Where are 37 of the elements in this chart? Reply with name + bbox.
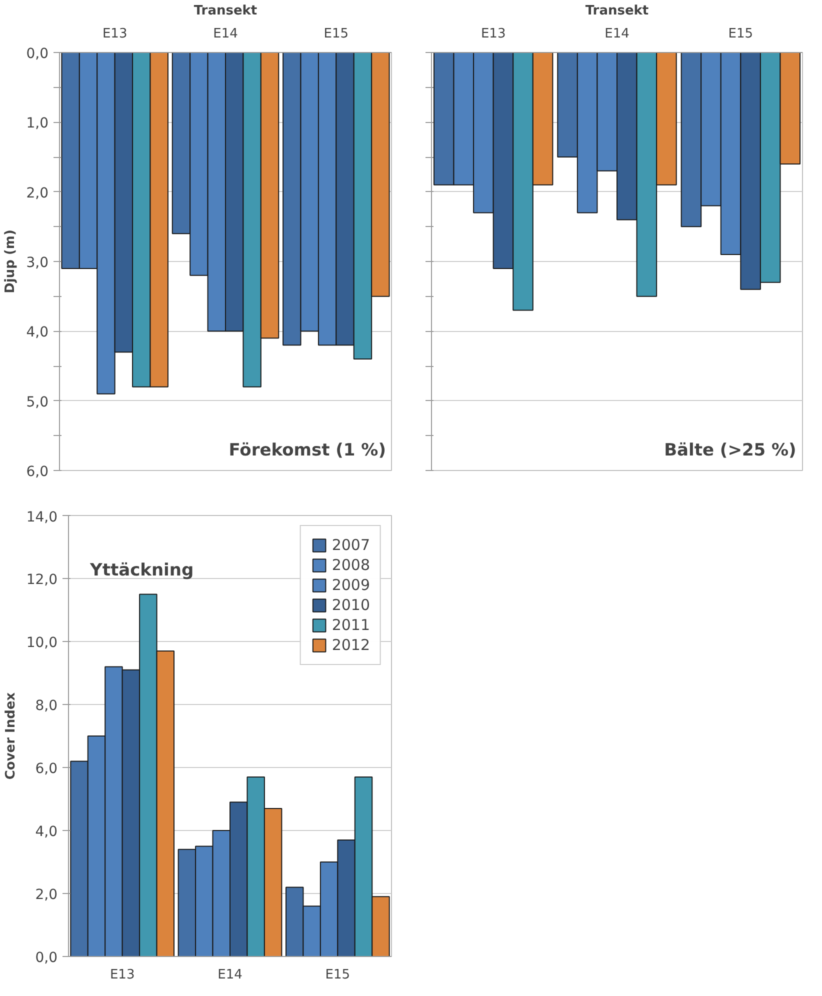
- y-tick-label: 4,0: [35, 824, 58, 840]
- legend-label: 2007: [332, 536, 370, 554]
- x-axis-title: Transekt: [585, 4, 649, 18]
- legend-label: 2009: [332, 576, 370, 594]
- x-axis-title: Transekt: [194, 4, 258, 18]
- legend-label: 2011: [332, 616, 370, 634]
- y-tick-label: 14,0: [26, 510, 58, 526]
- x-tick-label: E15: [325, 968, 350, 982]
- y-axis-title: Cover Index: [3, 692, 18, 780]
- text: Yttäckning: [89, 560, 194, 580]
- y-tick-label: 5,0: [26, 394, 48, 410]
- x-tick-label: E13: [102, 26, 128, 42]
- y-tick-label: 8,0: [35, 698, 58, 714]
- x-tick-label: E15: [324, 26, 349, 42]
- legend-label: 2010: [332, 596, 370, 614]
- x-tick-label: E13: [480, 26, 506, 42]
- y-tick-label: 2,0: [26, 185, 48, 202]
- legend-label: 2012: [332, 636, 370, 654]
- y-tick-label: 6,0: [26, 464, 48, 480]
- legend-label: 2008: [332, 556, 370, 574]
- y-tick-label: 6,0: [35, 761, 58, 777]
- x-tick-label: E15: [728, 26, 754, 42]
- y-tick-label: 0,0: [26, 46, 48, 62]
- x-tick-label: E14: [213, 26, 238, 42]
- y-tick-label: 3,0: [26, 255, 48, 271]
- y-axis-title: Djup (m): [3, 230, 18, 294]
- y-tick-label: 2,0: [35, 887, 58, 903]
- text: Bälte (>25 %): [664, 440, 796, 460]
- y-tick-label: 10,0: [26, 635, 58, 651]
- y-tick-label: 0,0: [35, 950, 58, 966]
- y-tick-label: 4,0: [26, 324, 48, 341]
- y-tick-label: 1,0: [26, 116, 48, 132]
- y-tick-label: 12,0: [26, 572, 58, 588]
- text: Förekomst (1 %): [228, 440, 386, 460]
- x-tick-label: E14: [604, 26, 630, 42]
- x-tick-label: E14: [218, 968, 242, 982]
- x-tick-label: E13: [110, 968, 135, 982]
